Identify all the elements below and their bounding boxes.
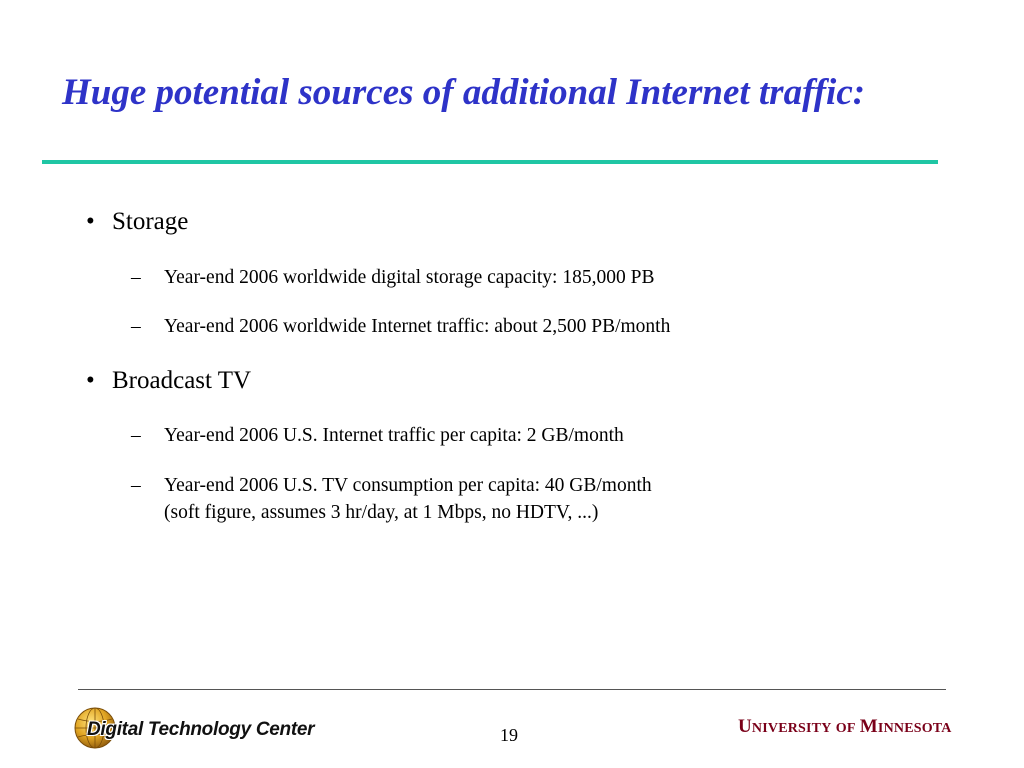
umn-logo-of: OF: [835, 721, 856, 736]
bullet-dot: •: [86, 367, 95, 394]
sub-text: Year-end 2006 U.S. TV consumption per ca…: [164, 475, 652, 496]
page-number: 19: [500, 725, 518, 745]
sub-dash: –: [131, 425, 141, 446]
sub-dash: –: [131, 267, 141, 288]
sub-text: Year-end 2006 U.S. Internet traffic per …: [164, 425, 624, 446]
umn-logo-innesota: INNESOTA: [877, 721, 952, 736]
dtc-logo: Digital Technology Center: [73, 706, 323, 752]
umn-logo-niversity: NIVERSITY: [751, 721, 832, 736]
sub-text: Year-end 2006 worldwide Internet traffic…: [164, 316, 671, 337]
slide-title: Huge potential sources of additional Int…: [62, 72, 866, 113]
umn-logo: UNIVERSITY OF MINNESOTA: [738, 716, 952, 738]
sub-text-continuation: (soft figure, assumes 3 hr/day, at 1 Mbp…: [164, 502, 599, 523]
umn-logo-m: M: [859, 716, 878, 737]
dtc-logo-text: Digital Technology Center: [87, 719, 315, 740]
umn-logo-u: U: [738, 716, 752, 737]
globe-icon: [74, 707, 116, 749]
bullet-label: Broadcast TV: [112, 367, 252, 394]
bullet-dot: •: [86, 208, 95, 235]
sub-dash: –: [131, 316, 141, 337]
sub-text: Year-end 2006 worldwide digital storage …: [164, 267, 655, 288]
bullet-label: Storage: [112, 208, 189, 235]
footer-divider: [78, 689, 946, 690]
title-divider: [42, 160, 938, 164]
sub-dash: –: [131, 475, 141, 496]
